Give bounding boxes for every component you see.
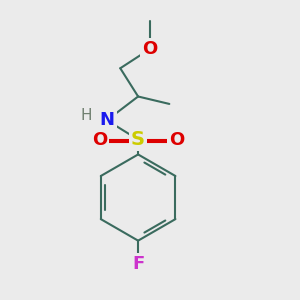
Text: O: O	[142, 40, 158, 58]
Text: O: O	[169, 130, 184, 148]
Text: H: H	[80, 108, 92, 123]
Text: O: O	[92, 130, 107, 148]
Text: F: F	[132, 255, 144, 273]
Text: N: N	[99, 111, 114, 129]
Text: S: S	[131, 130, 145, 149]
